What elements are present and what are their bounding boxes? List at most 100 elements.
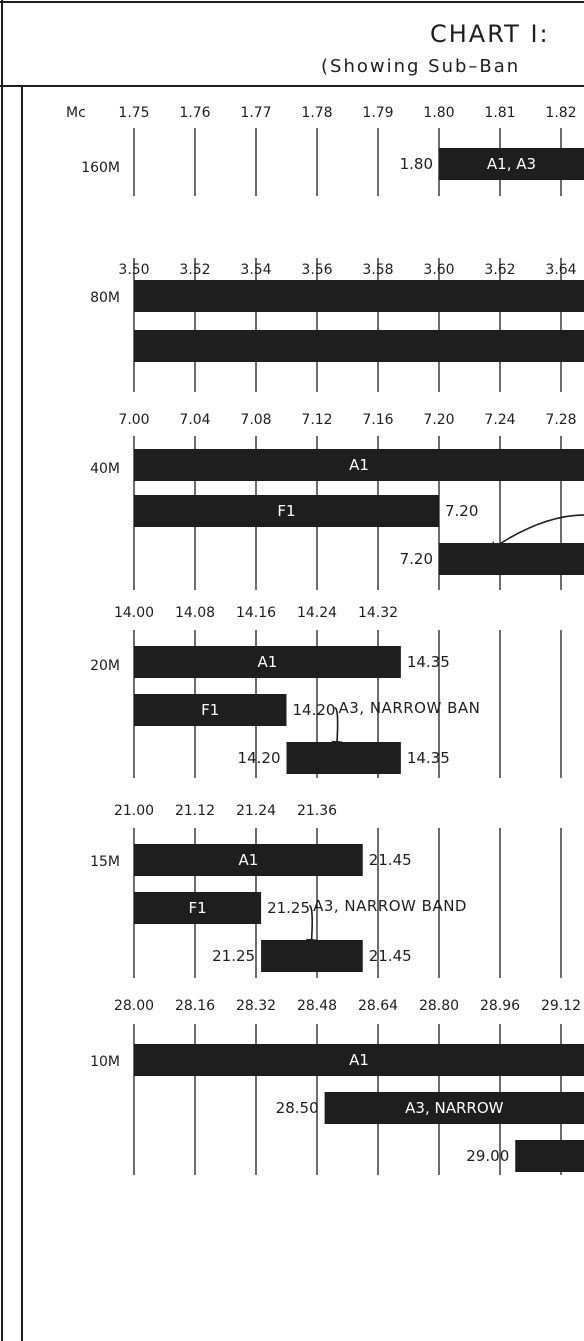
tick-label: 14.32 bbox=[358, 605, 398, 621]
tick-label: 21.00 bbox=[114, 803, 154, 819]
emission-bar bbox=[439, 543, 584, 575]
tick-label: 7.20 bbox=[423, 412, 454, 428]
tick-label: 7.24 bbox=[484, 412, 515, 428]
bar-end-label: 7.20 bbox=[445, 502, 478, 520]
tick-label: 7.04 bbox=[179, 412, 210, 428]
tick-label: 28.64 bbox=[358, 998, 398, 1014]
chart-title: CHART I: bbox=[430, 20, 550, 48]
band-label: 15M bbox=[90, 854, 120, 870]
tick-label: 3.52 bbox=[179, 262, 210, 278]
bar-label: F1 bbox=[277, 502, 295, 520]
bar-label: F1 bbox=[201, 701, 219, 719]
tick-label: 1.79 bbox=[362, 105, 393, 121]
emission-bar bbox=[134, 280, 584, 312]
annotation-arrow bbox=[487, 514, 584, 553]
band-label: 10M bbox=[90, 1054, 120, 1070]
bar-label: A1 bbox=[258, 653, 278, 671]
bar-label: A1 bbox=[238, 851, 258, 869]
emission-bar bbox=[134, 495, 439, 527]
tick-label: 1.77 bbox=[240, 105, 271, 121]
emission-bar bbox=[134, 646, 401, 678]
bar-start-label: 29.00 bbox=[466, 1147, 509, 1165]
bar-start-label: 1.80 bbox=[400, 155, 433, 173]
bar-label: A1 bbox=[349, 1051, 369, 1069]
tick-label: 1.75 bbox=[118, 105, 149, 121]
annotation-text: A3, NARROW BAND bbox=[313, 897, 467, 915]
band-section-15m: 21.00 21.12 21.24 21.36 15M A1 21.45 F1 21.25 21.… bbox=[90, 803, 562, 978]
tick-label: 14.24 bbox=[297, 605, 337, 621]
tick-label: 28.16 bbox=[175, 998, 215, 1014]
band-label: 80M bbox=[90, 290, 120, 306]
frequency-unit-label: Mc bbox=[66, 105, 86, 121]
emission-bar bbox=[134, 330, 584, 362]
bar-end-label: 14.35 bbox=[407, 653, 450, 671]
band-section-20m: 14.00 14.08 14.16 14.24 14.32 20M A1 14.35 F1 14.… bbox=[90, 605, 562, 778]
tick-label: 28.32 bbox=[236, 998, 276, 1014]
tick-label: 14.08 bbox=[175, 605, 215, 621]
band-section-10m: 28.00 28.16 28.32 28.48 28.64 28.80 28.96 29.12… bbox=[90, 998, 584, 1175]
bar-label: F1 bbox=[188, 899, 206, 917]
emission-bar bbox=[324, 1092, 584, 1124]
tick-label: 3.62 bbox=[484, 262, 515, 278]
tick-label: 1.78 bbox=[301, 105, 332, 121]
emission-bar bbox=[134, 892, 262, 924]
tick-label: 14.00 bbox=[114, 605, 154, 621]
tick-label: 28.96 bbox=[480, 998, 520, 1014]
tick-label: 14.16 bbox=[236, 605, 276, 621]
tick-label: 7.12 bbox=[301, 412, 332, 428]
tick-label: 3.60 bbox=[423, 262, 454, 278]
bar-end-label: 14.20 bbox=[293, 701, 336, 719]
tick-label: 21.12 bbox=[175, 803, 215, 819]
tick-label: 1.81 bbox=[484, 105, 515, 121]
emission-bar bbox=[515, 1140, 584, 1172]
emission-bar bbox=[439, 148, 584, 180]
bar-start-label: 28.50 bbox=[276, 1099, 319, 1117]
tick-label: 28.80 bbox=[419, 998, 459, 1014]
band-label: 160M bbox=[81, 160, 120, 176]
band-section-80m: 3.50 3.52 3.54 3.56 3.58 3.60 3.62 3.64 80M bbox=[90, 258, 584, 392]
tick-label: 7.08 bbox=[240, 412, 271, 428]
bar-label: A1 bbox=[349, 456, 369, 474]
tick-label: 3.50 bbox=[118, 262, 149, 278]
bar-end-label: 14.35 bbox=[407, 749, 450, 767]
tick-label: 21.36 bbox=[297, 803, 337, 819]
tick-label: 21.24 bbox=[236, 803, 276, 819]
chart-subtitle: (Showing Sub–Ban bbox=[321, 56, 520, 77]
tick-label: 29.12 bbox=[541, 998, 581, 1014]
tick-label: 7.28 bbox=[545, 412, 576, 428]
tick-label: 7.00 bbox=[118, 412, 149, 428]
emission-bar bbox=[134, 694, 287, 726]
tick-label: 7.16 bbox=[362, 412, 393, 428]
emission-bar bbox=[134, 844, 363, 876]
band-section-40m: 7.00 7.04 7.08 7.12 7.16 7.20 7.24 7.28 40M A1 F1 7… bbox=[90, 412, 584, 590]
emission-bar bbox=[134, 1044, 584, 1076]
annotation-text: A3, NARROW BAN bbox=[339, 699, 481, 717]
band-sections: Mc 1.75 1.76 1.77 1.78 1.79 1.80 1.81 1.82 160M A1… bbox=[66, 105, 584, 1175]
tick-label: 1.80 bbox=[423, 105, 454, 121]
tick-label: 28.48 bbox=[297, 998, 337, 1014]
tick-label: 1.82 bbox=[545, 105, 576, 121]
band-label: 20M bbox=[90, 658, 120, 674]
tick-label: 3.64 bbox=[545, 262, 576, 278]
bar-end-label: 21.45 bbox=[369, 851, 412, 869]
band-section-160m: Mc 1.75 1.76 1.77 1.78 1.79 1.80 1.81 1.82 160M A1… bbox=[66, 105, 584, 196]
bar-end-label: 21.25 bbox=[267, 899, 310, 917]
band-label: 40M bbox=[90, 461, 120, 477]
emission-bar bbox=[286, 742, 401, 774]
bar-label: A3, NARROW bbox=[405, 1099, 503, 1117]
annotation-arrow bbox=[306, 905, 318, 951]
tick-label: 28.00 bbox=[114, 998, 154, 1014]
tick-label: 3.56 bbox=[301, 262, 332, 278]
tick-label: 3.58 bbox=[362, 262, 393, 278]
emission-bar bbox=[134, 449, 584, 481]
bar-start-label: 7.20 bbox=[400, 550, 433, 568]
bar-end-label: 21.45 bbox=[369, 947, 412, 965]
annotation-arrow bbox=[331, 707, 343, 753]
tick-label: 3.54 bbox=[240, 262, 271, 278]
tick-label: 1.76 bbox=[179, 105, 210, 121]
bar-label: A1, A3 bbox=[487, 155, 536, 173]
bar-start-label: 21.25 bbox=[212, 947, 255, 965]
bar-start-label: 14.20 bbox=[238, 749, 281, 767]
